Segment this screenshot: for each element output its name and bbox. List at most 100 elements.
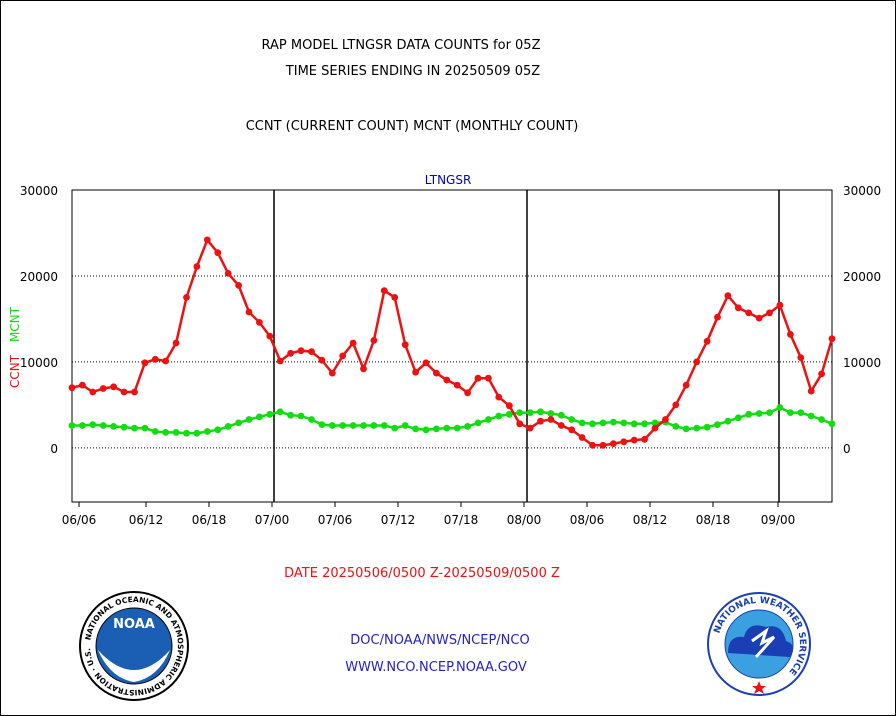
data-point-mcnt <box>360 422 367 429</box>
data-point-mcnt <box>599 419 607 427</box>
data-point-mcnt <box>651 419 659 427</box>
plot-area-frame <box>71 189 833 503</box>
data-point-ccnt <box>391 294 399 301</box>
data-point-ccnt <box>79 381 86 389</box>
data-point-mcnt <box>807 412 815 420</box>
data-point-mcnt <box>620 419 628 427</box>
website-link[interactable]: WWW.NCO.NCEP.NOAA.GOV <box>345 660 527 675</box>
data-point-ccnt <box>99 385 107 392</box>
data-point-ccnt <box>162 357 170 365</box>
y-tick-label-left: 0 <box>50 442 58 456</box>
y-axis-label-mcnt: MCNT <box>8 306 22 342</box>
data-point-mcnt <box>193 429 201 437</box>
x-tick-label: 08/12 <box>633 513 668 527</box>
y-tick-label-right: 20000 <box>843 270 881 284</box>
data-point-mcnt <box>818 416 825 423</box>
data-point-mcnt <box>745 410 753 418</box>
data-point-mcnt <box>630 420 638 428</box>
data-point-ccnt <box>328 369 336 377</box>
data-point-mcnt <box>734 414 742 422</box>
data-point-ccnt <box>641 435 648 443</box>
data-point-mcnt <box>79 422 86 429</box>
data-point-ccnt <box>610 440 617 447</box>
data-point-mcnt <box>485 416 492 423</box>
data-point-ccnt <box>203 236 211 244</box>
data-point-mcnt <box>276 408 284 416</box>
data-point-mcnt <box>557 411 565 419</box>
data-point-ccnt <box>828 335 836 343</box>
data-point-ccnt <box>370 337 378 344</box>
data-point-mcnt <box>755 410 763 417</box>
y-tick-label-left: 30000 <box>20 184 58 198</box>
data-point-mcnt <box>787 409 794 416</box>
data-point-ccnt <box>672 401 680 409</box>
data-point-ccnt <box>214 249 222 257</box>
data-point-mcnt <box>453 424 461 432</box>
header-legend-text: CCNT (CURRENT COUNT) MCNT (MONTHLY COUNT… <box>245 119 579 134</box>
x-tick-label: 07/06 <box>318 513 353 527</box>
data-point-ccnt <box>693 358 701 366</box>
data-point-ccnt <box>266 332 274 340</box>
data-point-ccnt <box>703 337 711 345</box>
data-point-ccnt <box>568 426 576 434</box>
data-point-ccnt <box>745 309 753 317</box>
header-subtitle: TIME SERIES ENDING IN 20250509 05Z <box>285 64 541 79</box>
data-point-mcnt <box>495 412 503 420</box>
data-point-mcnt <box>537 408 544 416</box>
data-point-mcnt <box>474 419 482 427</box>
data-point-ccnt <box>287 349 294 357</box>
data-point-mcnt <box>578 419 586 427</box>
y-tick-label-right: 30000 <box>843 184 881 198</box>
series-line-mcnt <box>72 406 833 435</box>
data-point-mcnt <box>391 424 399 432</box>
data-point-mcnt <box>245 416 253 423</box>
data-point-ccnt <box>318 356 326 364</box>
data-point-mcnt <box>235 419 243 427</box>
data-point-mcnt <box>141 424 149 432</box>
data-point-mcnt <box>99 422 107 429</box>
data-point-ccnt <box>360 365 367 373</box>
data-point-ccnt <box>734 304 742 312</box>
data-point-mcnt <box>433 425 440 433</box>
data-point-mcnt <box>68 422 76 429</box>
header-title: RAP MODEL LTNGSR DATA COUNTS for 05Z <box>261 38 541 53</box>
data-point-ccnt <box>256 319 263 326</box>
data-point-ccnt <box>412 368 419 376</box>
data-point-ccnt <box>516 420 524 428</box>
data-point-ccnt <box>474 374 482 382</box>
org-label: DOC/NOAA/NWS/NCEP/NCO <box>350 633 530 648</box>
data-point-ccnt <box>276 357 284 365</box>
x-tick-label: 09/00 <box>761 513 796 527</box>
data-point-mcnt <box>672 423 680 430</box>
noaa-logo: NOAA NATIONAL OCEANIC AND ATMOSPHERIC AD… <box>78 590 189 701</box>
data-point-mcnt <box>380 422 388 429</box>
data-point-mcnt <box>151 428 159 435</box>
data-point-ccnt <box>68 384 76 392</box>
data-point-ccnt <box>89 388 97 396</box>
data-point-mcnt <box>266 410 274 418</box>
data-point-ccnt <box>453 381 461 389</box>
data-point-ccnt <box>380 287 388 294</box>
data-point-ccnt <box>537 417 544 425</box>
data-point-mcnt <box>714 421 721 428</box>
data-point-mcnt <box>297 412 305 420</box>
data-point-mcnt <box>828 420 836 428</box>
data-point-mcnt <box>339 422 347 429</box>
x-tick-label: 08/06 <box>570 513 605 527</box>
data-point-ccnt <box>172 339 180 347</box>
data-point-mcnt <box>682 425 690 433</box>
data-point-ccnt <box>620 438 628 446</box>
data-point-ccnt <box>714 313 721 321</box>
x-tick-label: 07/18 <box>444 513 479 527</box>
data-point-ccnt <box>547 416 555 423</box>
data-point-mcnt <box>287 411 294 419</box>
data-point-mcnt <box>797 409 805 416</box>
data-point-ccnt <box>339 352 347 360</box>
data-point-ccnt <box>724 292 732 300</box>
data-point-mcnt <box>568 416 576 423</box>
data-point-mcnt <box>589 420 596 428</box>
data-point-ccnt <box>807 387 815 395</box>
data-point-mcnt <box>724 417 732 425</box>
data-point-mcnt <box>224 423 232 430</box>
data-point-mcnt <box>464 423 471 430</box>
